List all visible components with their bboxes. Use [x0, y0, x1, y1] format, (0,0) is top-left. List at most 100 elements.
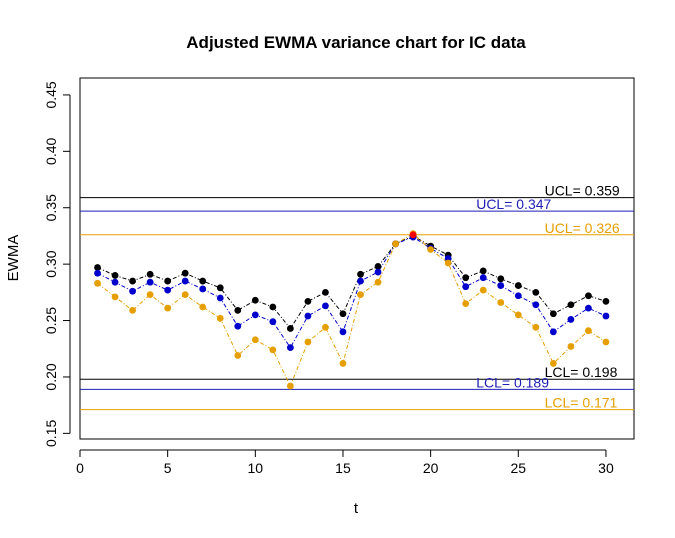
data-point [585, 304, 592, 312]
data-point [585, 327, 592, 335]
data-point [199, 303, 207, 311]
data-point [181, 277, 189, 285]
data-point [374, 262, 382, 270]
data-point [462, 300, 470, 308]
y-axis-label: EWMA [5, 235, 22, 282]
data-point [514, 282, 522, 289]
data-point [479, 267, 487, 275]
data-point [567, 343, 575, 350]
data-point [479, 274, 487, 282]
data-point [374, 268, 382, 276]
data-point [269, 346, 277, 354]
x-tick-label: 25 [511, 460, 527, 476]
data-point [567, 301, 575, 309]
data-point [94, 269, 101, 277]
data-point [94, 264, 101, 271]
data-point [602, 338, 610, 346]
data-point [146, 291, 154, 298]
axes: 0 5 10 15 20 25 30 0.15 0.20 0.25 0.30 0.35 0.40 0.45 [43, 81, 614, 476]
data-point [251, 296, 259, 304]
data-point [462, 274, 470, 282]
data-point [357, 270, 364, 278]
data-point [146, 278, 154, 286]
data-point [94, 279, 101, 287]
data-point [251, 336, 259, 344]
y-tick-label: 0.30 [43, 250, 59, 277]
data-point [497, 275, 505, 283]
data-point [286, 325, 294, 332]
data-point [164, 277, 172, 285]
y-tick-label: 0.15 [43, 420, 59, 447]
x-axis-label: t [354, 500, 359, 517]
data-point [234, 306, 242, 314]
data-point [216, 294, 224, 302]
data-point [444, 259, 452, 267]
data-point [549, 360, 557, 367]
data-point [339, 360, 347, 367]
x-tick-label: 30 [598, 460, 614, 476]
data-point [549, 328, 557, 336]
data-point [164, 304, 172, 312]
limit-label: LCL= 0.171 [545, 395, 618, 411]
data-point [322, 323, 329, 331]
y-tick-label: 0.40 [43, 137, 59, 164]
data-point [427, 246, 435, 253]
y-tick-label: 0.25 [43, 307, 59, 334]
highlight-point [409, 231, 417, 239]
data-point [497, 282, 505, 289]
data-point [339, 328, 347, 336]
data-point [602, 297, 610, 305]
data-point [514, 311, 522, 319]
data-point [462, 283, 470, 291]
chart-title: Adjusted EWMA variance chart for IC data [186, 33, 526, 52]
x-tick-label: 15 [335, 460, 351, 476]
data-point [532, 288, 540, 296]
data-point [304, 297, 312, 305]
limit-label: UCL= 0.347 [476, 196, 551, 212]
data-point [286, 344, 294, 352]
data-point [234, 352, 242, 359]
control-limits [80, 197, 634, 411]
limit-label: UCL= 0.326 [545, 220, 620, 236]
data-point [234, 322, 242, 330]
data-point [129, 287, 136, 295]
x-tick-label: 10 [248, 460, 264, 476]
data-point [479, 286, 487, 294]
data-point [322, 288, 329, 296]
data-point [111, 272, 119, 279]
x-tick-label: 20 [423, 460, 439, 476]
data-point [199, 277, 207, 285]
series-line [97, 236, 607, 349]
data-point [357, 277, 364, 285]
data-point [181, 269, 189, 277]
data-point [181, 291, 189, 298]
data-point [532, 323, 540, 331]
data-point [164, 286, 172, 294]
data-point [339, 310, 347, 318]
data-point [216, 284, 224, 292]
data-point [286, 382, 294, 390]
limit-label: LCL= 0.189 [476, 374, 549, 390]
data-point [199, 285, 207, 293]
plot-frame [79, 77, 635, 440]
data-point [392, 240, 399, 248]
limit-label: LCL= 0.198 [545, 364, 618, 380]
series-line [97, 235, 607, 330]
data-point [567, 316, 575, 323]
series-layer [94, 230, 610, 390]
data-point [129, 306, 136, 314]
y-tick-label: 0.35 [43, 194, 59, 221]
x-tick-label: 5 [164, 460, 172, 476]
x-tick-label: 0 [76, 460, 84, 476]
data-point [111, 293, 119, 301]
data-point [216, 314, 224, 322]
data-point [322, 302, 329, 310]
data-point [146, 270, 154, 278]
y-tick-label: 0.45 [43, 81, 59, 108]
data-point [357, 291, 364, 298]
data-point [514, 292, 522, 300]
data-point [585, 292, 592, 300]
data-point [497, 299, 505, 306]
